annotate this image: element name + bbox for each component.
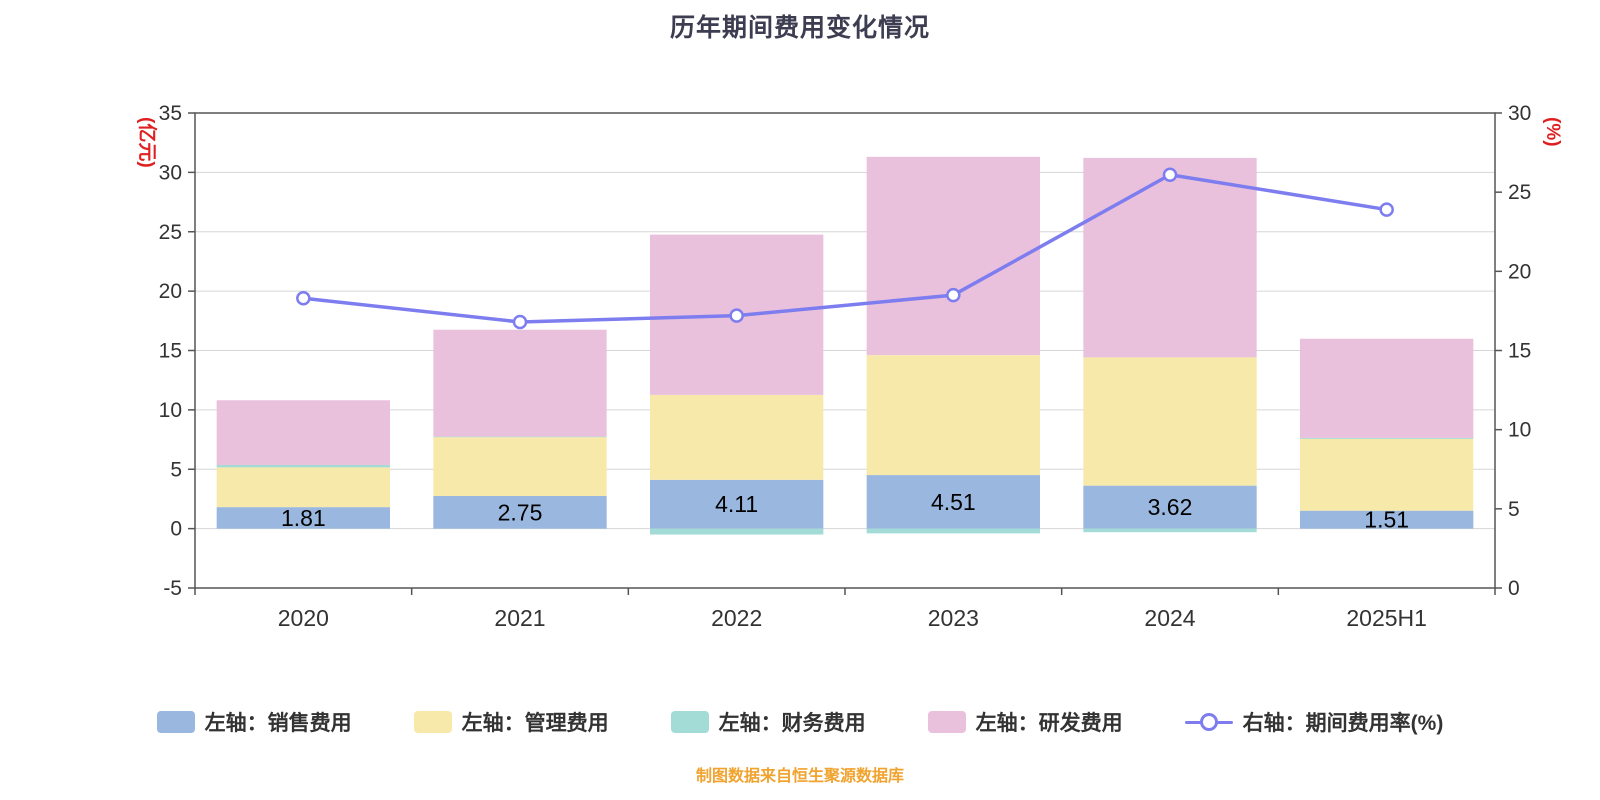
- bar-admin-2023: [866, 355, 1040, 476]
- source-note: 制图数据来自恒生聚源数据库: [695, 768, 904, 785]
- right-tick-25: 25: [1508, 181, 1531, 204]
- left-tick--5: -5: [163, 577, 182, 600]
- right-tick-15: 15: [1508, 340, 1531, 363]
- bar-sales-2023: [866, 475, 1040, 529]
- right-tick-0: 0: [1508, 577, 1520, 600]
- left-tick-15: 15: [159, 340, 182, 363]
- bar-sales-2025H1: [1300, 510, 1474, 529]
- legend-item-finance[interactable]: 左轴：财务费用: [670, 707, 866, 737]
- rate-marker-2023: [946, 287, 961, 303]
- right-tick-10: 10: [1508, 419, 1531, 442]
- left-tick-5: 5: [170, 458, 182, 481]
- bar-rnd-2024: [1083, 157, 1257, 358]
- rate-marker-2021: [512, 314, 528, 330]
- left-tick-0: 0: [170, 518, 182, 541]
- finance-swatch-icon: [670, 711, 709, 733]
- x-label-2024: 2024: [1144, 605, 1195, 631]
- rate-marker-2020: [296, 291, 311, 306]
- bar-admin-2020: [216, 467, 390, 508]
- bar-rnd-2023: [866, 156, 1040, 356]
- x-label-2025H1: 2025H1: [1346, 605, 1427, 631]
- right-axis-unit: (%): [1542, 117, 1563, 147]
- legend: 左轴：销售费用 左轴：管理费用 左轴：财务费用 左轴：研发费用 右轴：期间费用率…: [0, 698, 1600, 746]
- legend-label-admin: 左轴：管理费用: [461, 712, 609, 735]
- legend-label-finance: 左轴：财务费用: [718, 712, 866, 735]
- bar-sales-2024: [1083, 485, 1257, 529]
- bar-label-2025H1: 1.51: [1364, 507, 1409, 533]
- bar-rnd-2021: [433, 329, 607, 437]
- left-tick-20: 20: [159, 280, 182, 303]
- right-tick-30: 30: [1508, 102, 1531, 125]
- left-tick-30: 30: [159, 161, 182, 184]
- right-tick-5: 5: [1508, 498, 1520, 521]
- x-label-2021: 2021: [494, 605, 545, 631]
- gridlines: [195, 171, 1495, 530]
- bar-label-2022: 4.11: [715, 491, 758, 517]
- legend-label-rate: 右轴：期间费用率(%): [1242, 712, 1444, 735]
- x-label-2023: 2023: [928, 605, 979, 631]
- bar-admin-2025H1: [1300, 438, 1474, 511]
- rate-line: [303, 173, 1387, 324]
- sales-swatch-icon: [156, 711, 195, 733]
- legend-label-sales: 左轴：销售费用: [204, 712, 352, 735]
- bar-sales-2022: [650, 479, 824, 529]
- bar-finance-2023: [866, 528, 1040, 534]
- legend-item-sales[interactable]: 左轴：销售费用: [156, 707, 352, 737]
- bar-rnd-2025H1: [1300, 338, 1474, 438]
- admin-swatch-icon: [413, 711, 452, 733]
- bar-finance-2024: [1083, 528, 1257, 533]
- rate-marker-icon: [1199, 713, 1218, 731]
- legend-item-rate[interactable]: 右轴：期间费用率(%): [1184, 707, 1444, 737]
- bar-rnd-2020: [216, 400, 390, 465]
- left-tick-35: 35: [159, 102, 182, 125]
- legend-label-rnd: 左轴：研发费用: [975, 712, 1123, 735]
- x-label-2022: 2022: [711, 605, 762, 631]
- bar-sales-2021: [433, 495, 607, 529]
- bar-admin-2022: [650, 394, 824, 480]
- chart-canvas: -5 0 5 10 15 20 25 30 35 0 5 10 15 20 25 30 2020 2021 2022…: [136, 102, 1563, 631]
- rate-marker-2025H1: [1379, 202, 1394, 217]
- right-tick-20: 20: [1508, 260, 1531, 283]
- x-label-2020: 2020: [278, 605, 329, 631]
- chart-title: 历年期间费用变化情况: [669, 14, 930, 42]
- bar-label-2021: 2.75: [498, 499, 543, 525]
- bar-finance-2021: [433, 436, 607, 438]
- left-tick-25: 25: [159, 221, 182, 244]
- rate-line-swatch-icon: [1184, 713, 1233, 731]
- bar-label-2024: 3.62: [1148, 494, 1193, 520]
- bar-label-2020: 1.81: [281, 505, 326, 531]
- left-axis-unit: (亿元): [136, 117, 159, 168]
- rate-marker-2024: [1162, 167, 1178, 182]
- rate-marker-2022: [729, 308, 744, 323]
- bar-sales-2020: [216, 507, 390, 529]
- bar-finance-2025H1: [1300, 437, 1474, 439]
- bar-finance-2020: [216, 464, 390, 468]
- bars: [216, 156, 1474, 535]
- left-tick-10: 10: [159, 399, 182, 422]
- rnd-swatch-icon: [927, 711, 966, 733]
- bar-finance-2022: [650, 528, 824, 535]
- legend-item-rnd[interactable]: 左轴：研发费用: [927, 707, 1123, 737]
- bar-admin-2021: [433, 437, 607, 496]
- axis-ticks: -5 0 5 10 15 20 25 30 35 0 5 10 15 20 25 30: [159, 102, 1532, 600]
- bar-admin-2024: [1083, 357, 1257, 486]
- bar-label-2023: 4.51: [931, 489, 976, 515]
- legend-item-admin[interactable]: 左轴：管理费用: [413, 707, 609, 737]
